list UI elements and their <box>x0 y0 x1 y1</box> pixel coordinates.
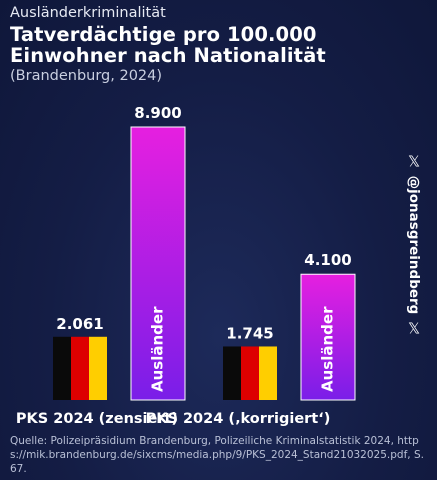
chart-title-line-2: Einwohner nach Nationalität <box>10 44 326 67</box>
social-handle: 𝕏 @jonasgreindberg 𝕏 <box>405 152 423 338</box>
data-label: 8.900 <box>134 104 181 122</box>
flag-bar-stripe-red <box>241 346 260 400</box>
flag-bar-stripe-gold <box>259 346 277 400</box>
flag-bar-stripe-red <box>71 336 90 400</box>
flag-bar-stripe-gold <box>89 336 107 400</box>
series-label: Ausländer <box>149 306 167 392</box>
flag-bar-stripe-black <box>53 336 72 400</box>
chart-kicker: Ausländerkriminalität <box>10 5 166 21</box>
auslaender-bar <box>300 273 356 401</box>
data-label: 4.100 <box>304 251 351 269</box>
auslaender-bar <box>130 126 186 401</box>
bar-chart: 2.061 8.900 Ausländer PKS 2024 (zensiert) 1.… <box>16 104 356 427</box>
data-label: 1.745 <box>226 324 273 342</box>
data-label: 2.061 <box>56 315 103 333</box>
category-label: PKS 2024 (zensiert) <box>16 411 178 427</box>
social-handle-text: @jonasgreindberg <box>406 175 422 315</box>
series-label: Ausländer <box>319 306 337 392</box>
chart-title-line-1: Tatverdächtige pro 100.000 <box>10 23 317 46</box>
flag-bar-stripe-black <box>223 346 242 400</box>
source-note: Quelle: Polizeipräsidium Brandenburg, Po… <box>10 435 424 475</box>
x-logo-icon: 𝕏 <box>407 319 421 338</box>
x-logo-icon: 𝕏 <box>407 152 421 171</box>
category-label: PKS 2024 (‚korrigiert‘) <box>146 411 331 427</box>
chart-subtitle: (Brandenburg, 2024) <box>10 68 163 84</box>
chart-title: Tatverdächtige pro 100.000 Einwohner nac… <box>10 24 326 66</box>
